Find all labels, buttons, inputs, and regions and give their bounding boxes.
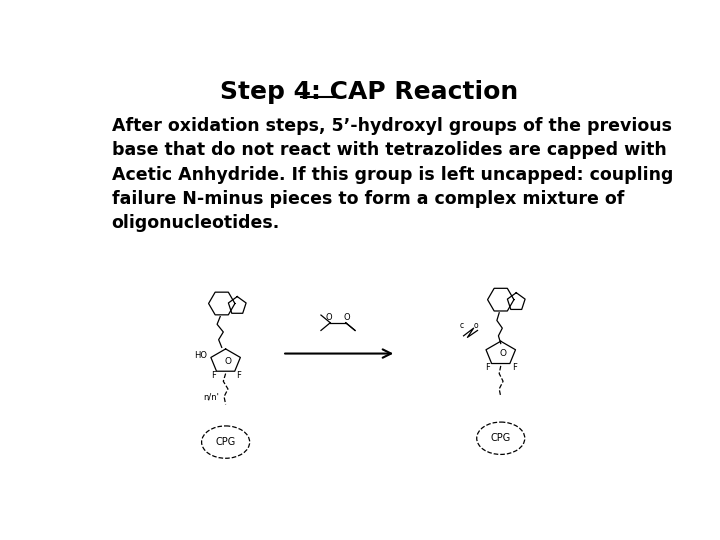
Text: F: F [236, 370, 241, 380]
Text: O: O [500, 349, 507, 358]
Text: F: F [211, 370, 216, 380]
Text: n/n': n/n' [204, 393, 220, 402]
Text: Step 4: CAP Reaction: Step 4: CAP Reaction [220, 80, 518, 104]
Text: O: O [344, 313, 351, 322]
Text: o: o [474, 321, 478, 330]
Text: HO: HO [194, 350, 207, 360]
Text: O: O [225, 357, 231, 366]
Text: F: F [512, 363, 517, 372]
Text: After oxidation steps, 5’-hydroxyl groups of the previous
base that do not react: After oxidation steps, 5’-hydroxyl group… [112, 117, 673, 232]
Text: O: O [325, 313, 332, 322]
Text: c: c [460, 321, 464, 330]
Text: F: F [485, 363, 490, 372]
Text: CPG: CPG [490, 433, 511, 443]
Text: CPG: CPG [215, 437, 235, 447]
